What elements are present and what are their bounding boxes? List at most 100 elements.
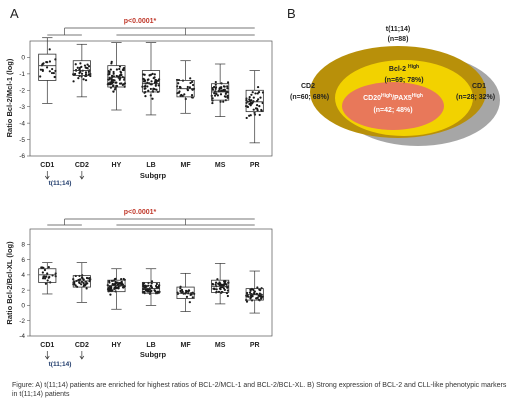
data-point [214, 281, 218, 284]
data-point [146, 81, 149, 84]
plot-frame [29, 40, 273, 157]
data-point [258, 113, 261, 117]
data-point [256, 85, 260, 89]
data-point [155, 282, 158, 286]
data-point [110, 62, 113, 65]
data-point [122, 67, 125, 70]
data-point [157, 84, 160, 87]
data-point [260, 297, 263, 300]
data-point [191, 88, 194, 91]
y-tick-label: -3 [19, 104, 25, 111]
data-point [111, 282, 114, 286]
category-label: MS [215, 342, 226, 349]
cd20-pax5-label: CD20High/PAX5High [363, 93, 423, 102]
box [245, 89, 264, 113]
data-point [186, 85, 189, 89]
data-point [112, 90, 115, 93]
data-point [120, 82, 123, 85]
data-point [41, 271, 44, 274]
data-point [112, 70, 115, 74]
data-point [226, 294, 229, 298]
data-point [120, 282, 124, 285]
data-point [50, 71, 54, 75]
data-point [113, 277, 117, 281]
data-point [249, 297, 252, 300]
data-point [43, 277, 47, 280]
data-point [254, 92, 257, 95]
data-point [253, 290, 256, 293]
data-point [211, 86, 214, 90]
data-point [213, 287, 216, 291]
data-point [148, 74, 151, 77]
data-point [248, 98, 251, 101]
box [72, 60, 91, 76]
arrow-head [79, 175, 85, 180]
data-point [256, 286, 259, 289]
data-point [223, 95, 226, 98]
data-point [185, 290, 188, 293]
data-point [112, 84, 115, 87]
data-point [108, 77, 111, 80]
data-point [142, 77, 145, 80]
arrow-head [44, 355, 50, 360]
data-point [80, 283, 83, 286]
data-point [143, 87, 146, 90]
data-point [219, 93, 223, 96]
data-point [151, 97, 154, 100]
data-point [247, 295, 250, 298]
data-point [120, 73, 123, 77]
data-point [223, 288, 226, 292]
data-point [144, 285, 147, 288]
data-point [189, 77, 192, 80]
y-tick-label: -4 [19, 120, 25, 127]
data-point [211, 283, 215, 286]
data-point [47, 276, 50, 279]
x-axis-label: Subgrp [140, 350, 167, 359]
data-point [46, 279, 49, 282]
category-label: CD2 [75, 162, 89, 169]
data-point [118, 67, 121, 71]
bcl2-label: Bcl-2 High [389, 64, 419, 73]
y-tick-label: -1 [19, 71, 25, 78]
significance-brackets [47, 27, 255, 36]
data-point [190, 93, 194, 97]
data-point [44, 282, 48, 285]
data-point [120, 278, 123, 281]
y-tick-label: 0 [21, 303, 25, 310]
data-point [115, 84, 118, 87]
data-point [181, 94, 184, 97]
data-point [85, 287, 88, 290]
data-point [46, 272, 49, 275]
data-point [183, 93, 186, 96]
data-point [226, 96, 229, 99]
category-label: CD2 [75, 342, 89, 349]
data-point [108, 72, 111, 76]
data-point [87, 277, 90, 280]
category-label: HY [112, 162, 122, 169]
translocation-label: t(11;14) [49, 180, 72, 187]
data-point [250, 93, 253, 96]
data-point [251, 295, 254, 298]
data-point [84, 73, 88, 76]
data-point [153, 88, 156, 91]
data-point [40, 266, 43, 269]
boxplots [38, 37, 264, 144]
data-point [157, 290, 160, 294]
data-point [226, 94, 229, 97]
data-point [250, 102, 253, 105]
venn-diagram: t(11;14) (n=88) CD2 (n=60; 68%) CD1 (n=2… [290, 26, 500, 146]
data-point [153, 73, 156, 76]
data-point [211, 88, 215, 91]
category-label: MS [215, 162, 226, 169]
data-point [110, 74, 114, 77]
data-point [219, 86, 222, 89]
data-points [40, 266, 264, 304]
venn-total: (n=88) [388, 36, 409, 43]
data-point [115, 68, 118, 71]
data-point [117, 287, 120, 290]
data-point [45, 60, 48, 64]
significance-label: p<0.0001* [124, 209, 157, 216]
data-point [149, 87, 152, 91]
y-tick-label: 0 [21, 55, 25, 62]
data-point [116, 281, 119, 284]
